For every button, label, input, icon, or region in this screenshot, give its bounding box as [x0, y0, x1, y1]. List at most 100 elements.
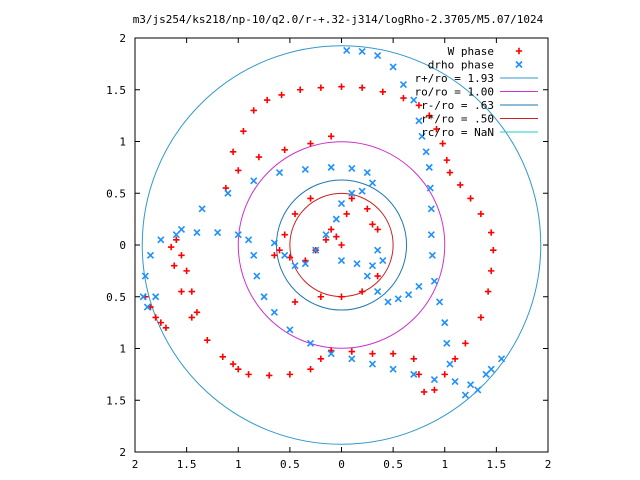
w-phase-point-46 — [245, 371, 252, 378]
w-phase-point-68 — [276, 246, 283, 254]
drho-phase-point-78 — [405, 291, 413, 299]
drho-phase-point-17 — [443, 339, 451, 347]
drho-phase-point-42 — [172, 231, 180, 239]
w-phase-point-37 — [410, 355, 417, 363]
drho-phase-point-9 — [425, 163, 433, 171]
legend-marker-1 — [515, 60, 523, 69]
drho-phase-point-76 — [384, 298, 392, 306]
w-phase-point-6 — [229, 148, 237, 156]
drho-phase-point-25 — [461, 391, 469, 399]
drho-phase-point-11 — [427, 205, 435, 213]
drho-phase-point-79 — [415, 282, 423, 290]
drho-phase-point-67 — [348, 189, 356, 197]
drho-phase-point-65 — [332, 215, 340, 223]
w-phase-point-44 — [286, 371, 294, 378]
w-phase-point-75 — [333, 233, 340, 240]
drho-phase-point-60 — [281, 251, 289, 259]
drho-phase-point-23 — [487, 365, 495, 373]
drho-phase-point-53 — [275, 168, 284, 177]
w-phase-point-81 — [374, 226, 381, 233]
w-phase-point-35 — [420, 388, 428, 396]
x-tick-label-0: 2 — [132, 458, 139, 471]
drho-phase-point-74 — [363, 272, 371, 280]
w-phase-point-67 — [281, 231, 288, 238]
w-phase-point-7 — [240, 127, 247, 135]
y-tick-label-0: 2 — [119, 32, 126, 45]
w-phase-point-63 — [157, 319, 165, 326]
x-tick-label-1: 1.5 — [177, 458, 197, 471]
drho-phase-point-46 — [139, 293, 147, 301]
w-phase-point-3 — [255, 153, 263, 161]
w-phase-point-19 — [433, 125, 440, 133]
drho-phase-point-75 — [374, 288, 382, 296]
drho-phase-point-31 — [327, 350, 335, 358]
w-phase-point-83 — [317, 293, 325, 300]
w-phase-point-38 — [389, 350, 397, 357]
drho-phase-point-28 — [389, 365, 397, 373]
w-phase-point-40 — [348, 348, 356, 355]
reference-circle-3 — [237, 141, 446, 349]
x-tick-label-5: 0.5 — [383, 458, 403, 471]
drho-phase-point-71 — [368, 262, 377, 270]
drho-phase-point-37 — [250, 251, 258, 259]
drho-phase-point-41 — [193, 229, 201, 237]
axis-ticks: 2 1.5 1 0.5 0 0.5 1 1.5 221.510.500.511.52 — [106, 32, 551, 471]
drho-phase-point-34 — [270, 308, 278, 316]
drho-phase-point-38 — [245, 236, 253, 244]
w-phase-point-51 — [188, 314, 195, 321]
w-phase-point-82 — [291, 298, 299, 306]
w-phase-point-39 — [369, 350, 376, 357]
drho-phase-point-59 — [270, 239, 278, 247]
w-phase-point-80 — [369, 221, 376, 228]
w-phase-point-22 — [446, 169, 454, 176]
reference-circle-2 — [141, 45, 542, 445]
drho-phase-point-20 — [466, 381, 475, 389]
drho-phase-point-62 — [301, 260, 309, 268]
w-phase-point-2 — [281, 146, 288, 153]
drho-phase-point-32 — [306, 339, 315, 347]
drho-phase-point-10 — [426, 184, 434, 192]
w-phase-point-74 — [327, 226, 335, 233]
drho-phase-point-3 — [389, 63, 397, 71]
drho-phase-point-22 — [497, 355, 506, 363]
drho-phase-point-63 — [312, 246, 320, 254]
drho-phase-point-44 — [146, 251, 155, 259]
drho-phase-point-29 — [368, 360, 377, 368]
drho-phase-point-30 — [348, 355, 356, 363]
drho-phase-point-0 — [343, 46, 351, 54]
drho-phase-point-21 — [482, 370, 490, 378]
drho-phase-point-27 — [410, 370, 418, 378]
w-phase-point-18 — [426, 112, 433, 119]
drho-phase-point-57 — [363, 168, 371, 177]
drho-phase-point-19 — [451, 378, 459, 386]
drho-phase-point-43 — [157, 236, 165, 244]
w-phase-point-47 — [235, 366, 242, 373]
drho-phase-point-2 — [374, 52, 382, 60]
w-phase-point-8 — [250, 107, 257, 114]
drho-phase-point-48 — [152, 293, 160, 301]
w-phase-point-84 — [338, 293, 345, 300]
drho-phase-point-7 — [418, 132, 426, 140]
drho-phase-point-12 — [427, 231, 435, 239]
w-phase-point-69 — [271, 252, 278, 259]
w-phase-point-25 — [477, 210, 485, 218]
y-tick-label-2: 1 — [119, 136, 126, 149]
drho-phase-point-68 — [358, 187, 366, 195]
chart-title: m3/js254/ks218/np-10/q2.0/r-+.32-j314/lo… — [133, 13, 544, 26]
drho-phase-point-26 — [430, 375, 438, 384]
w-phase-point-50 — [204, 337, 211, 344]
y-tick-label-3: 0.5 — [106, 187, 126, 200]
w-phase-point-9 — [263, 96, 271, 104]
w-phase-point-48 — [229, 360, 237, 368]
drho-phase-point-24 — [474, 386, 482, 394]
w-phase-point-42 — [317, 355, 325, 363]
w-phase-point-14 — [358, 84, 366, 91]
w-phase-point-58 — [188, 288, 195, 295]
drho-phase-point-51 — [224, 189, 232, 197]
w-phase-point-76 — [338, 241, 345, 249]
w-phase-point-52 — [178, 288, 185, 295]
w-phase-point-57 — [183, 267, 190, 275]
w-phase-point-36 — [415, 371, 423, 378]
